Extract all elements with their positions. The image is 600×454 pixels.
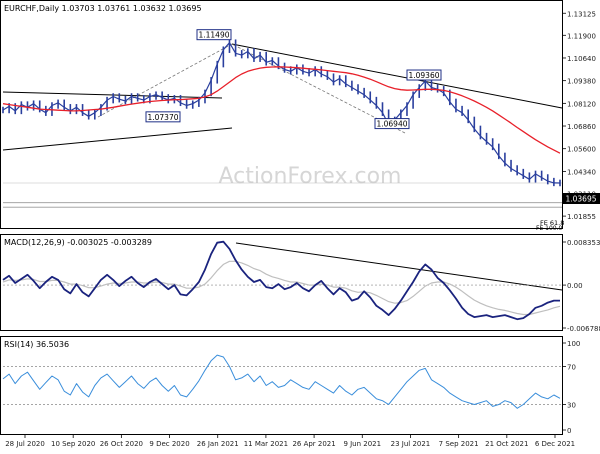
macd-line <box>2 240 560 321</box>
watermark: ActionForex.com <box>219 164 402 189</box>
rsi-line <box>2 354 561 409</box>
annotation-box <box>196 29 232 41</box>
macd-signal-line <box>2 260 561 316</box>
overlay-layer <box>2 43 563 405</box>
price-y-tick: 1.11900 <box>567 32 596 40</box>
sma-line <box>2 66 561 154</box>
x-tick-label: 9 Jun 2021 <box>343 440 381 448</box>
price-annotation: 1.09360 <box>406 69 442 81</box>
price-annotation: 1.11490 <box>196 29 232 41</box>
price-y-tick: 1.10640 <box>567 55 596 63</box>
annotation-text: 1.11490 <box>198 31 229 40</box>
rsi-y-tick: 70 <box>567 364 576 372</box>
x-tick-label: 23 Jul 2021 <box>391 440 431 448</box>
channel-lower-line <box>2 127 233 151</box>
price-annotation: 1.06940 <box>374 118 410 130</box>
price-y-tick: 1.05600 <box>567 146 596 154</box>
macd-trendline <box>235 242 563 291</box>
price-close-line <box>2 42 561 184</box>
price-y-tick: 1.13125 <box>567 10 596 18</box>
price-y-tick: 1.08120 <box>567 100 596 108</box>
price-y-tick: 1.04340 <box>567 168 596 176</box>
annotation-box <box>145 111 181 123</box>
x-axis-layer: 28 Jul 2020 10 Sep 2020 26 Oct 2020 9 Dec 2… <box>5 434 575 448</box>
x-tick-label: 26 Apr 2021 <box>292 440 335 448</box>
fe-100-label: FE 100.0 <box>536 225 563 232</box>
y-axis-layer: 1.13125 1.11900 1.10640 1.09380 1.08120 1.068… <box>562 10 600 435</box>
x-tick-label: 21 Oct 2021 <box>485 440 528 448</box>
descending-trendline <box>231 43 563 109</box>
rsi-y-tick: 30 <box>567 402 576 410</box>
annotation-box <box>406 69 442 81</box>
macd-header: MACD(12,26,9) -0.003025 -0.003289 <box>4 238 152 247</box>
rsi-y-tick: 100 <box>567 340 580 348</box>
macd-y-tick: 0.00 <box>567 282 583 290</box>
annotation-text: 1.07370 <box>147 113 178 122</box>
price-y-tick: 1.01855 <box>567 213 596 221</box>
macd-y-tick: 0.008353 <box>567 239 600 247</box>
current-price-tag <box>563 193 600 204</box>
macd-panel-frame <box>0 234 563 331</box>
x-tick-label: 26 Oct 2020 <box>100 440 143 448</box>
price-header: EURCHF,Daily 1.03703 1.03761 1.03632 1.0… <box>4 4 202 13</box>
rsi-panel-frame <box>0 336 563 435</box>
annotation-text: 1.09360 <box>408 71 439 80</box>
x-tick-label: 11 Mar 2021 <box>244 440 288 448</box>
price-annotation: 1.07370 <box>145 111 181 123</box>
x-tick-label: 9 Dec 2020 <box>149 440 189 448</box>
rsi-y-tick: 0 <box>567 427 571 435</box>
annotation-labels-layer: 1.11490 1.07370 1.09360 1.06940 <box>145 29 442 130</box>
price-y-tick: 1.09380 <box>567 78 596 86</box>
series-lines-layer <box>2 42 561 409</box>
annotation-box <box>374 118 410 130</box>
x-tick-label: 10 Sep 2020 <box>51 440 95 448</box>
rsi-header: RSI(14) 36.5036 <box>4 340 69 349</box>
x-tick-label: 6 Dec 2021 <box>535 440 575 448</box>
x-tick-label: 7 Sep 2021 <box>439 440 479 448</box>
price-y-tick: 1.06860 <box>567 123 596 131</box>
annotation-text: 1.06940 <box>376 120 407 129</box>
current-price-value: 1.03695 <box>565 195 596 204</box>
macd-y-tick: -0.006788 <box>567 325 600 333</box>
x-tick-label: 28 Jul 2020 <box>5 440 45 448</box>
x-tick-label: 26 Jan 2021 <box>197 440 239 448</box>
fe-61-8-label: FE 61.8 <box>540 219 564 227</box>
dashed-leg-1 <box>97 43 233 118</box>
price-panel-frame <box>0 0 563 229</box>
